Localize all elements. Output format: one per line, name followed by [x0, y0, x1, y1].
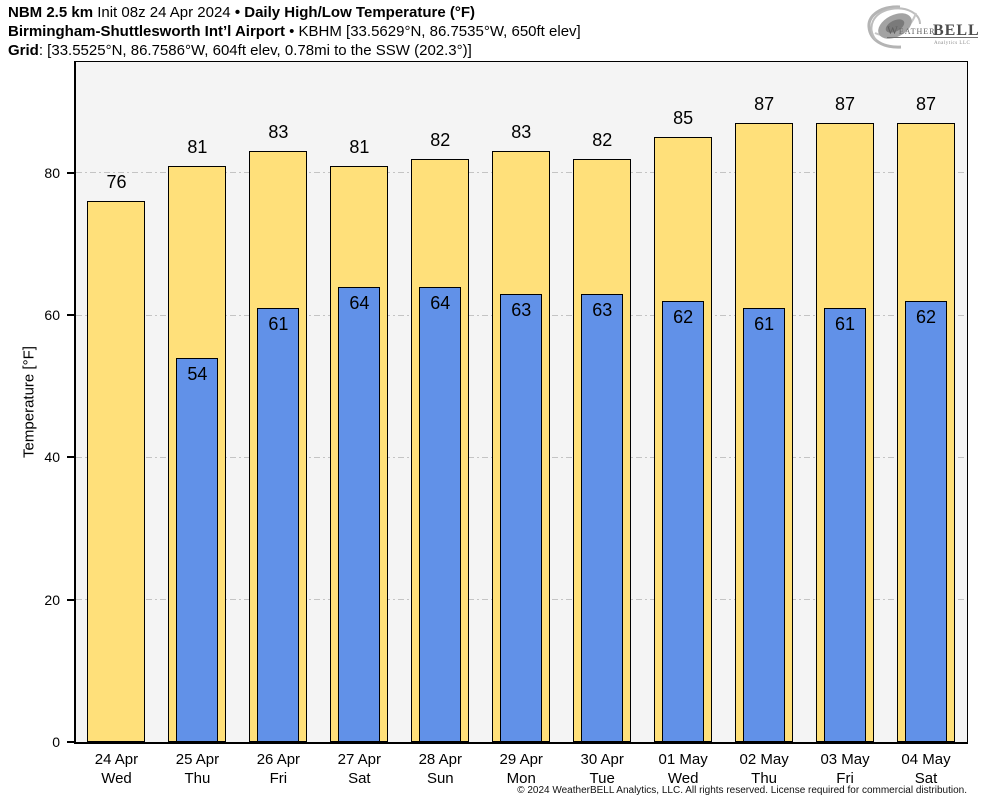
x-axis-date: 29 Apr: [499, 751, 543, 768]
logo-weather-text: Weather: [887, 25, 936, 37]
low-value-label: 63: [592, 299, 613, 320]
x-axis-weekday: Fri: [269, 770, 288, 787]
high-bar: [87, 201, 146, 742]
high-value-label: 87: [916, 93, 937, 114]
x-axis-label: 30 Apr Tue: [562, 750, 643, 788]
plot-area: 76 81 54 83 61 81 64 82 64 83 63 82 63 85 62 87 61 87 61 87…: [74, 61, 968, 744]
bullet-separator: •: [234, 4, 241, 21]
y-axis-tick-40: [67, 456, 74, 459]
x-axis-label: 01 May Wed: [643, 750, 724, 788]
x-axis-label: 25 Apr Thu: [157, 750, 238, 788]
low-value-label: 64: [349, 292, 370, 313]
low-value-label: 64: [430, 292, 451, 313]
hurricane-swirl-icon: [867, 5, 921, 49]
product-name: Daily High/Low Temperature (°F): [244, 4, 475, 21]
high-value-label: 82: [430, 129, 451, 150]
x-axis-weekday: Sat: [348, 770, 371, 787]
y-axis-tick-80: [67, 171, 74, 174]
low-value-label: 61: [268, 313, 289, 334]
logo-analytics-text: Analytics LLC: [934, 41, 971, 46]
low-bar: 64: [338, 286, 381, 742]
header-line-2: Birmingham-Shuttlesworth Int’l Airport •…: [8, 22, 581, 41]
y-axis-tick-label: 20: [44, 591, 60, 608]
y-axis-tick-label: 80: [44, 164, 60, 181]
high-value-label: 83: [268, 122, 289, 143]
high-value-label: 81: [187, 136, 208, 157]
low-bar: 62: [905, 300, 948, 742]
high-value-label: 81: [349, 136, 370, 157]
x-axis-weekday: Fri: [836, 770, 854, 787]
low-bar: 64: [419, 286, 462, 742]
x-axis-label: 28 Apr Sun: [400, 750, 481, 788]
x-axis-weekday: Sun: [426, 770, 454, 787]
grid-label: Grid: [8, 42, 39, 59]
x-axis-date: 30 Apr: [580, 751, 624, 768]
x-axis-weekday: Thu: [184, 770, 211, 787]
header-line-1: NBM 2.5 km Init 08z 24 Apr 2024 • Daily …: [8, 3, 581, 22]
station-name: Birmingham-Shuttlesworth Int’l Airport: [8, 23, 285, 40]
x-axis-date: 03 May: [820, 751, 870, 768]
low-bar: 62: [662, 300, 705, 742]
low-value-label: 61: [754, 313, 775, 334]
x-axis-label: 26 Apr Fri: [238, 750, 319, 788]
y-axis-tick-60: [67, 314, 74, 317]
x-axis-weekday: Wed: [667, 770, 699, 787]
x-axis-label: 24 Apr Wed: [76, 750, 157, 788]
x-axis-date: 24 Apr: [94, 751, 139, 768]
high-value-label: 85: [673, 108, 694, 129]
x-axis-weekday: Wed: [101, 770, 132, 787]
grid-details: : [33.5525°N, 86.7586°W, 604ft elev, 0.7…: [38, 42, 472, 59]
init-time: Init 08z 24 Apr 2024: [97, 4, 231, 21]
low-bar: 61: [743, 307, 786, 742]
copyright-notice: © 2024 WeatherBELL Analytics, LLC. All r…: [517, 785, 967, 796]
x-axis-date: 04 May: [901, 751, 951, 768]
x-axis-weekday: Thu: [751, 770, 778, 787]
x-axis-label: 27 Apr Sat: [319, 750, 400, 788]
station-details: KBHM [33.5629°N, 86.7535°W, 650ft elev]: [298, 23, 581, 40]
logo-bell-text: BELL: [933, 22, 980, 39]
weatherbell-logo: Weather BELL Analytics LLC: [864, 4, 982, 52]
low-bar: 61: [824, 307, 867, 742]
low-bar: 61: [257, 307, 300, 742]
x-axis-label: 04 May Sat: [886, 750, 967, 788]
x-axis-date: 28 Apr: [418, 751, 462, 768]
x-axis-weekday: Mon: [506, 770, 536, 787]
y-axis-tick-20: [67, 598, 74, 601]
x-axis-date: 01 May: [658, 751, 708, 768]
bullet-separator: •: [289, 23, 295, 40]
x-axis-label: 02 May Thu: [724, 750, 805, 788]
low-value-label: 54: [187, 363, 208, 384]
x-axis-date: 27 Apr: [337, 751, 382, 768]
x-axis-weekday: Sat: [914, 770, 938, 787]
x-axis-weekday: Tue: [589, 770, 615, 787]
high-value-label: 82: [592, 129, 613, 150]
x-axis-date: 26 Apr: [256, 751, 301, 768]
y-axis-tick-0: [67, 741, 74, 743]
low-value-label: 61: [835, 313, 856, 334]
y-axis-title: Temperature [°F]: [20, 346, 38, 458]
y-axis-tick-label: 60: [44, 307, 60, 324]
high-value-label: 87: [835, 93, 856, 114]
x-axis-label: 03 May Fri: [805, 750, 886, 788]
low-value-label: 63: [511, 299, 532, 320]
x-axis-date: 25 Apr: [175, 751, 220, 768]
low-bar: 54: [176, 357, 219, 742]
high-value-label: 83: [511, 122, 532, 143]
high-value-label: 76: [106, 172, 127, 193]
chart-header: NBM 2.5 km Init 08z 24 Apr 2024 • Daily …: [8, 3, 581, 60]
low-bar: 63: [581, 293, 624, 742]
weatherbell-logo-graphic: Weather BELL Analytics LLC: [867, 5, 980, 49]
high-value-label: 87: [754, 93, 775, 114]
model-name: NBM 2.5 km: [8, 4, 94, 21]
y-axis-tick-label: 0: [52, 734, 60, 750]
y-axis-tick-label: 40: [44, 449, 60, 466]
low-bar: 63: [500, 293, 543, 742]
low-value-label: 62: [916, 306, 937, 327]
header-line-3: Grid: [33.5525°N, 86.7586°W, 604ft elev,…: [8, 41, 581, 60]
x-axis-date: 02 May: [739, 751, 789, 768]
low-value-label: 62: [673, 306, 694, 327]
x-axis-label: 29 Apr Mon: [481, 750, 562, 788]
